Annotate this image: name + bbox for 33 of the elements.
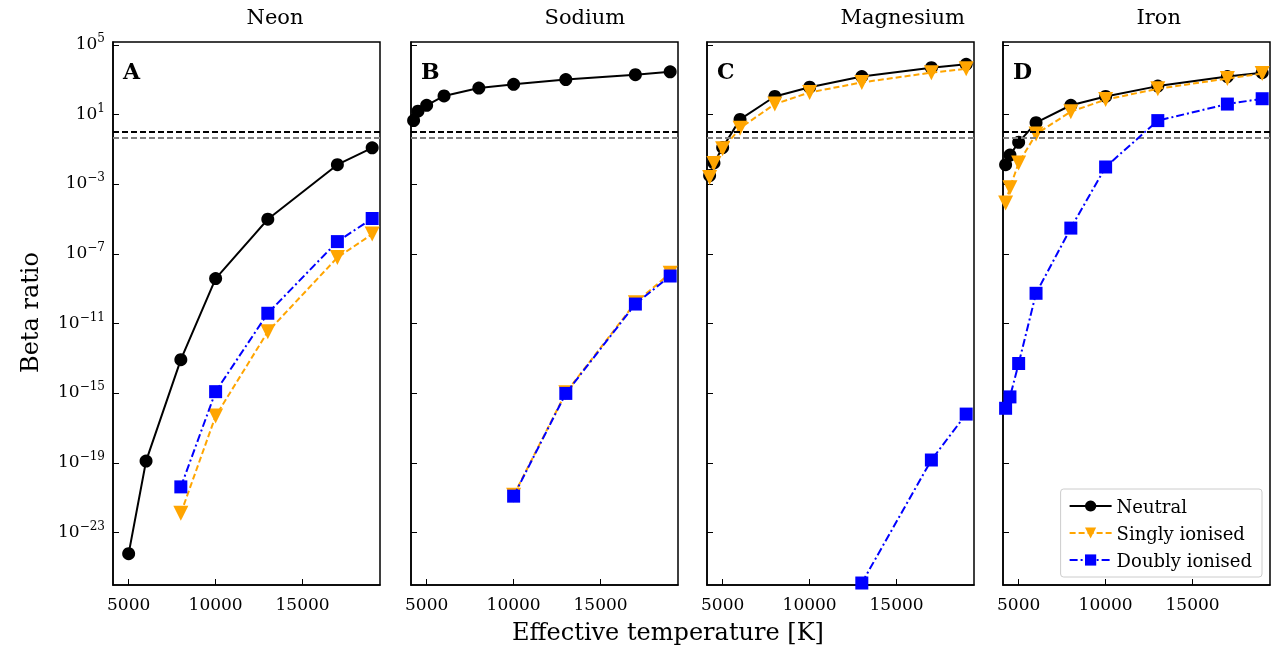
chart-title: Sodium bbox=[544, 4, 626, 29]
chart-title: Neon bbox=[246, 4, 304, 29]
x-tick-label: 5000 bbox=[405, 593, 449, 614]
y-tick-label: 10$^{−15}$ bbox=[58, 379, 105, 402]
x-tick-label: 10000 bbox=[188, 593, 243, 614]
y-tick-label: 10$^{1}$ bbox=[75, 100, 105, 123]
y-tick-label: 10$^{−23}$ bbox=[58, 518, 105, 541]
y-tick-label: 10$^{−3}$ bbox=[65, 170, 105, 193]
legend-label: Singly ionised bbox=[1116, 522, 1245, 544]
y-axis-title: Beta ratio bbox=[16, 251, 44, 373]
x-tick-label: 5000 bbox=[701, 593, 745, 614]
x-tick-label: 15000 bbox=[1165, 593, 1220, 614]
chart-title: Iron bbox=[1136, 4, 1182, 29]
x-tick-label: 15000 bbox=[275, 593, 330, 614]
legend-label: Neutral bbox=[1116, 495, 1188, 517]
x-tick-label: 15000 bbox=[869, 593, 924, 614]
y-tick-label: 10$^{−11}$ bbox=[58, 309, 105, 332]
legend-label: Doubly ionised bbox=[1116, 549, 1252, 571]
y-tick-label: 10$^{−19}$ bbox=[58, 449, 105, 472]
annotation: A bbox=[122, 58, 141, 84]
x-tick-label: 5000 bbox=[107, 593, 151, 614]
x-tick-label: 10000 bbox=[782, 593, 837, 614]
x-tick-label: 5000 bbox=[997, 593, 1041, 614]
x-tick-label: 15000 bbox=[573, 593, 628, 614]
annotation: D bbox=[1013, 58, 1033, 84]
annotation: C bbox=[717, 58, 735, 84]
annotation: B bbox=[421, 58, 440, 84]
x-tick-label: 10000 bbox=[1078, 593, 1133, 614]
y-tick-label: 10$^{−7}$ bbox=[65, 240, 105, 263]
chart-title: Magnesium bbox=[840, 4, 965, 29]
x-tick-label: 10000 bbox=[486, 593, 541, 614]
y-tick-label: 10$^{5}$ bbox=[75, 31, 105, 54]
x-axis-title: Effective temperature [K] bbox=[511, 618, 825, 646]
